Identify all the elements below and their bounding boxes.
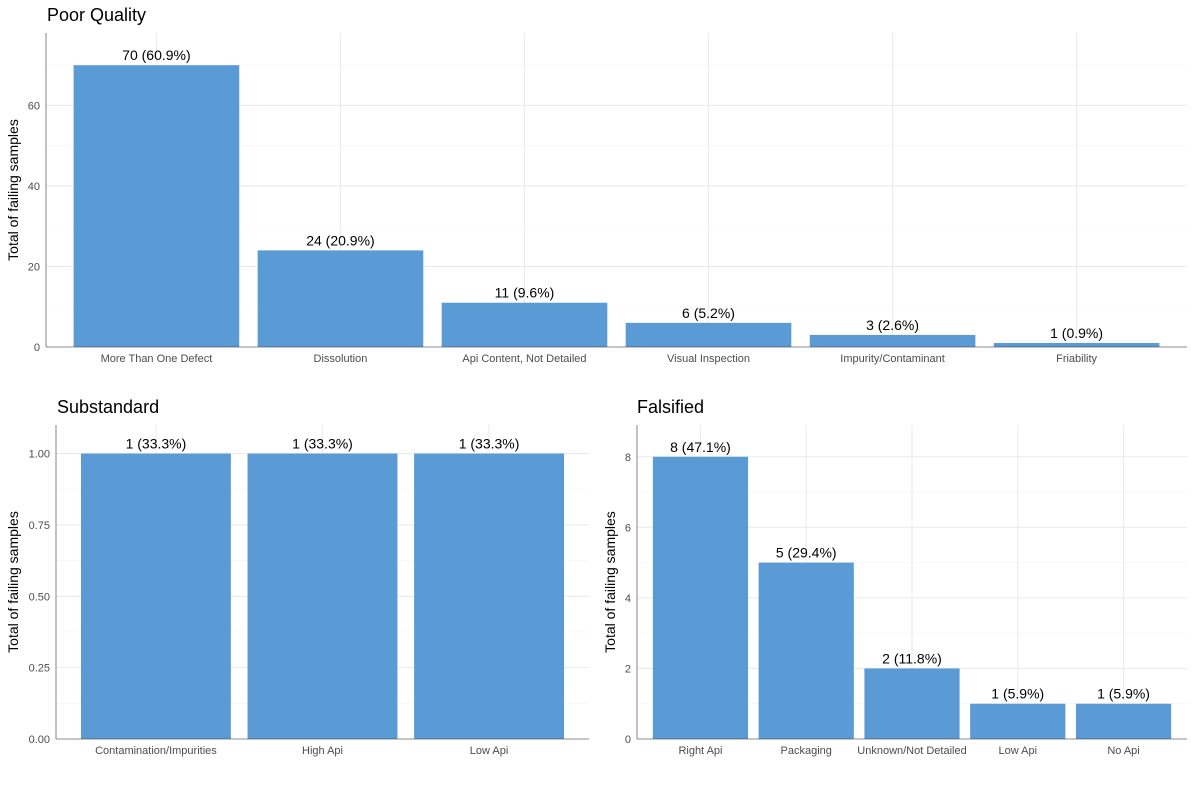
y-tick-label: 1.00 — [29, 449, 50, 461]
bar — [809, 334, 976, 347]
bar-data-label: 6 (5.2%) — [682, 305, 735, 321]
x-tick-label: Contamination/Impurities — [95, 745, 217, 757]
y-tick-label: 0 — [625, 734, 631, 746]
bar — [73, 65, 240, 347]
bar-data-label: 5 (29.4%) — [776, 545, 837, 561]
y-tick-label: 0.50 — [29, 591, 50, 603]
chart-panel: 0 20 40 60 More Than One Defect Dissolution Ap… — [5, 5, 1187, 365]
bar — [247, 453, 398, 739]
bar-data-label: 1 (5.9%) — [1097, 686, 1150, 702]
x-tick-label: Impurity/Contaminant — [840, 353, 945, 365]
bar — [1075, 703, 1172, 739]
y-tick-label: 0.75 — [29, 520, 50, 532]
x-tick-label: Low Api — [999, 745, 1038, 757]
bar — [864, 668, 960, 739]
bar-data-label: 11 (9.6%) — [495, 285, 555, 301]
y-tick-label: 8 — [625, 452, 631, 464]
chart-title: Falsified — [637, 397, 704, 417]
chart-title: Substandard — [57, 397, 159, 417]
bar — [758, 562, 854, 739]
x-tick-label: Low Api — [470, 745, 509, 757]
x-tick-label: High Api — [302, 745, 343, 757]
x-tick-label: Api Content, Not Detailed — [462, 353, 586, 365]
bar-data-label: 24 (20.9%) — [306, 232, 374, 248]
y-tick-label: 60 — [28, 100, 40, 112]
bar-data-label: 1 (0.9%) — [1050, 325, 1103, 341]
y-tick-label: 20 — [28, 261, 40, 273]
bar-data-label: 1 (33.3%) — [459, 436, 520, 452]
y-axis-title: Total of failing samples — [5, 119, 21, 261]
chart-panel: 0.00 0.25 0.50 0.75 1.00 Contamination/Impuri… — [5, 397, 589, 757]
x-tick-label: No Api — [1107, 745, 1139, 757]
x-tick-label: Friability — [1056, 353, 1097, 365]
y-tick-label: 2 — [625, 663, 631, 675]
bar — [257, 250, 424, 347]
y-tick-label: 0.25 — [29, 663, 50, 675]
x-tick-label: Packaging — [781, 745, 832, 757]
y-tick-label: 0.00 — [29, 734, 50, 746]
chart-title: Poor Quality — [47, 5, 146, 25]
chart-panel: 0 2 4 6 8 Right Api Packaging Unknown/Not Detai… — [602, 397, 1187, 757]
x-tick-label: More Than One Defect — [101, 353, 213, 365]
bar — [652, 456, 749, 739]
x-tick-label: Visual Inspection — [667, 353, 750, 365]
bar — [441, 302, 608, 347]
bar — [414, 453, 565, 739]
bar-data-label: 8 (47.1%) — [670, 439, 731, 455]
bar — [625, 322, 792, 347]
x-tick-label: Dissolution — [314, 353, 368, 365]
y-axis-title: Total of failing samples — [602, 511, 618, 653]
x-tick-label: Unknown/Not Detailed — [857, 745, 966, 757]
y-tick-label: 0 — [34, 342, 40, 354]
bar-data-label: 3 (2.6%) — [866, 317, 919, 333]
bar — [993, 342, 1160, 347]
y-tick-label: 4 — [625, 593, 631, 605]
bar-data-label: 70 (60.9%) — [122, 47, 190, 63]
bar-data-label: 1 (33.3%) — [126, 436, 187, 452]
bar-data-label: 1 (5.9%) — [991, 686, 1044, 702]
y-axis-title: Total of failing samples — [5, 511, 21, 653]
y-tick-label: 6 — [625, 522, 631, 534]
y-tick-label: 40 — [28, 181, 40, 193]
x-tick-label: Right Api — [678, 745, 722, 757]
bar — [80, 453, 231, 739]
bar — [970, 703, 1066, 739]
bar-data-label: 2 (11.8%) — [882, 650, 942, 666]
bar-data-label: 1 (33.3%) — [292, 436, 353, 452]
